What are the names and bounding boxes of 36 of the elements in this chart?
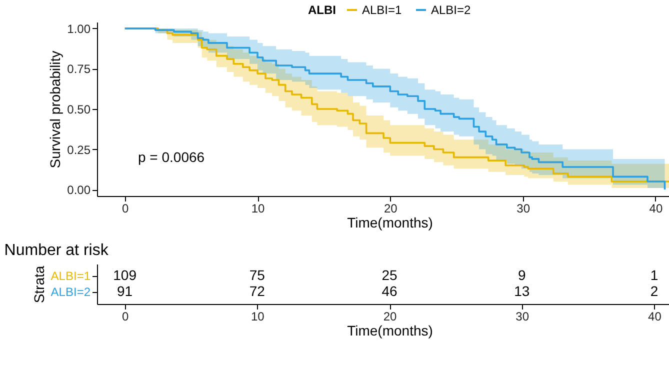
x-tick-label: 40 [648,310,662,324]
legend-title: ALBI [308,3,336,17]
chart-title: Number at risk [4,242,110,259]
annotation: p = 0.0066 [138,149,205,165]
y-tick-label: ALBI=1 [50,269,91,283]
y-tick-label: ALBI=2 [50,285,91,299]
x-tick-label: 20 [384,202,398,216]
x-axis-title: Time(months) [347,214,433,230]
x-tick-label: 40 [649,202,663,216]
y-axis-title: Survival probability [47,50,64,168]
data-label: 25 [382,267,398,283]
y-tick-label: 1.00 [67,22,91,36]
data-label: 46 [382,283,398,299]
data-label: 109 [113,267,137,283]
x-tick-label: 10 [251,202,266,216]
x-tick-label: 0 [122,310,129,324]
data-label: 1 [650,267,658,283]
x-tick-label: 0 [122,202,130,216]
y-tick-label: 0.75 [67,62,91,76]
y-tick-label: 0.25 [67,142,91,157]
y-tick-label: 0.00 [67,183,91,198]
data-label: 13 [514,283,530,299]
y-axis-title: Strata [30,266,47,304]
legend-label: ALBI=1 [362,3,402,17]
data-label: 75 [249,267,266,283]
data-label: 9 [518,267,526,283]
y-tick-label: 0.50 [67,102,91,116]
data-label: 2 [650,283,658,299]
x-tick-label: 10 [250,310,265,324]
x-tick-label: 30 [516,202,530,216]
legend-label: ALBI=2 [431,3,472,17]
data-label: 72 [249,283,266,299]
data-label: 91 [117,283,133,299]
x-tick-label: 20 [383,310,397,324]
x-tick-label: 30 [516,310,530,324]
x-axis-title: Time(months) [347,322,433,338]
